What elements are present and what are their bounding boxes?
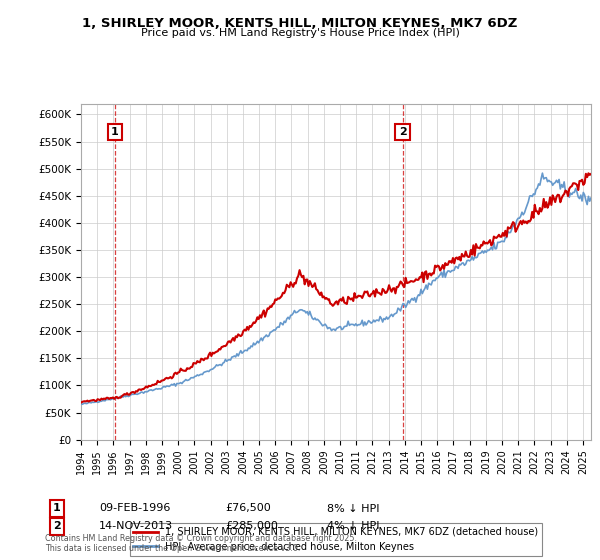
Text: £285,000: £285,000 bbox=[225, 521, 278, 531]
Text: £76,500: £76,500 bbox=[225, 503, 271, 514]
Text: 8% ↓ HPI: 8% ↓ HPI bbox=[327, 503, 380, 514]
Legend: 1, SHIRLEY MOOR, KENTS HILL, MILTON KEYNES, MK7 6DZ (detached house), HPI: Avera: 1, SHIRLEY MOOR, KENTS HILL, MILTON KEYN… bbox=[130, 523, 542, 556]
Text: Price paid vs. HM Land Registry's House Price Index (HPI): Price paid vs. HM Land Registry's House … bbox=[140, 28, 460, 38]
Text: 09-FEB-1996: 09-FEB-1996 bbox=[99, 503, 170, 514]
Text: 1: 1 bbox=[53, 503, 61, 514]
Text: Contains HM Land Registry data © Crown copyright and database right 2025.
This d: Contains HM Land Registry data © Crown c… bbox=[45, 534, 357, 553]
Text: 1, SHIRLEY MOOR, KENTS HILL, MILTON KEYNES, MK7 6DZ: 1, SHIRLEY MOOR, KENTS HILL, MILTON KEYN… bbox=[82, 17, 518, 30]
Text: 2: 2 bbox=[399, 127, 407, 137]
Text: 2: 2 bbox=[53, 521, 61, 531]
Text: 14-NOV-2013: 14-NOV-2013 bbox=[99, 521, 173, 531]
Text: 1: 1 bbox=[111, 127, 119, 137]
Text: 4% ↓ HPI: 4% ↓ HPI bbox=[327, 521, 380, 531]
